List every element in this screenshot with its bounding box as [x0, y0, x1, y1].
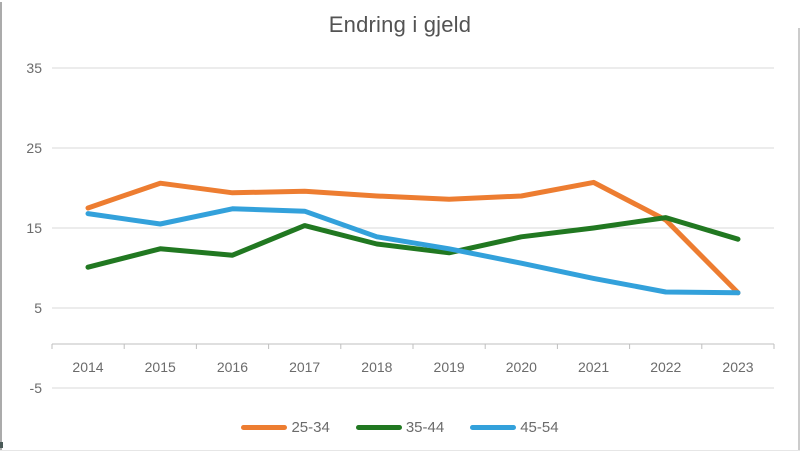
legend-swatch-icon [470, 425, 517, 430]
legend-item-35-44: 35-44 [355, 419, 445, 436]
chart-legend: 25-34 35-44 45-54 [0, 419, 800, 436]
x-axis-tick-label: 2019 [434, 359, 465, 375]
x-axis-tick-label: 2016 [217, 359, 248, 375]
legend-item-25-34: 25-34 [241, 419, 330, 436]
series-line-25-34 [85, 179, 741, 296]
x-axis-tick-label: 2014 [72, 359, 103, 375]
chart-title: Endring i gjeld [328, 12, 472, 37]
window-left-edge [0, 2, 2, 450]
legend-item-45-54: 45-54 [470, 419, 559, 436]
legend-swatch-icon [355, 425, 402, 430]
y-axis-tick-label: 5 [34, 300, 42, 316]
y-axis-tick-label: 35 [26, 60, 42, 76]
series-line-35-44 [85, 215, 741, 270]
x-axis-tick-label: 2021 [578, 359, 609, 375]
x-axis-tick-label: 2022 [650, 359, 681, 375]
series-line-45-54 [85, 206, 741, 296]
legend-label: 25-34 [291, 419, 330, 436]
x-axis-tick-label: 2018 [361, 359, 392, 375]
legend-label: 45-54 [520, 419, 559, 436]
window-right-edge [798, 28, 800, 450]
x-axis-tick-label: 2015 [145, 359, 176, 375]
x-axis-tick-label: 2023 [722, 359, 753, 375]
x-axis-tick-label: 2017 [289, 359, 320, 375]
legend-label: 35-44 [405, 419, 445, 436]
x-axis-tick-label: 2020 [506, 359, 537, 375]
y-axis-tick-label: -5 [30, 380, 43, 396]
window-corner-notch [0, 442, 3, 448]
y-axis-tick-label: 25 [26, 140, 42, 156]
legend-swatch-icon [241, 425, 288, 430]
y-axis-tick-label: 15 [26, 220, 42, 236]
